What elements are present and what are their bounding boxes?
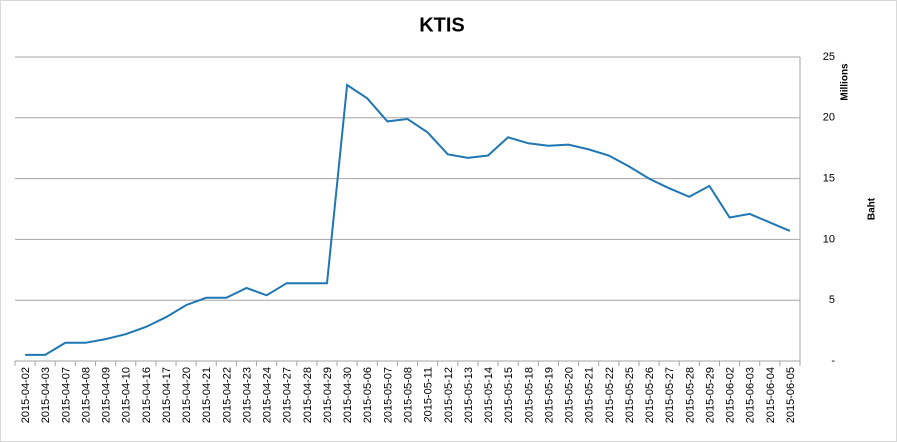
x-tick-label: 2015-05-08 (403, 367, 415, 423)
x-tick-label: 2015-05-19 (543, 367, 555, 423)
x-tick-label: 2015-04-22 (221, 367, 233, 423)
x-tick-label: 2015-04-21 (201, 367, 213, 423)
y-tick-label: - (831, 355, 835, 367)
x-tick-label: 2015-05-12 (443, 367, 455, 423)
y-tick-label: 15 (823, 173, 835, 185)
x-tick-label: 2015-04-24 (262, 367, 274, 423)
y-axis-unit: Millions (840, 63, 851, 101)
x-tick-label: 2015-04-29 (322, 367, 334, 423)
x-tick-label: 2015-05-29 (704, 367, 716, 423)
x-tick-label: 2015-04-27 (282, 367, 294, 423)
x-tick-label: 2015-04-07 (60, 367, 72, 423)
x-tick-label: 2015-05-06 (362, 367, 374, 423)
x-tick-label: 2015-05-14 (483, 367, 495, 423)
y-tick-label: 10 (823, 233, 835, 245)
y-axis-label: Baht (867, 197, 878, 220)
x-tick-label: 2015-04-17 (161, 367, 173, 423)
x-tick-label: 2015-05-27 (664, 367, 676, 423)
x-tick-label: 2015-04-28 (302, 367, 314, 423)
x-tick-label: 2015-05-11 (423, 367, 435, 422)
x-tick-label: 2015-04-03 (40, 367, 52, 423)
x-tick-label: 2015-04-10 (121, 367, 133, 423)
x-tick-label: 2015-06-05 (785, 367, 797, 423)
x-tick-label: 2015-05-28 (684, 367, 696, 423)
x-tick-label: 2015-04-30 (342, 367, 354, 423)
x-tick-label: 2015-05-15 (503, 367, 515, 423)
x-tick-label: 2015-04-09 (101, 367, 113, 423)
y-tick-label: 25 (823, 51, 835, 63)
x-tick-label: 2015-06-02 (725, 367, 737, 423)
y-tick-label: 20 (823, 112, 835, 124)
x-tick-label: 2015-04-16 (141, 367, 153, 423)
data-line (25, 83, 791, 356)
x-tick-label: 2015-04-08 (80, 367, 92, 423)
x-tick-label: 2015-05-21 (584, 367, 596, 423)
x-tick-label: 2015-05-22 (604, 367, 616, 423)
x-tick-label: 2015-04-23 (241, 367, 253, 423)
x-tick-label: 2015-06-04 (765, 367, 777, 423)
x-tick-label: 2015-05-26 (644, 367, 656, 423)
x-tick-label: 2015-05-07 (382, 367, 394, 423)
x-tick-label: 2015-04-20 (181, 367, 193, 423)
x-tick-label: 2015-05-25 (624, 367, 636, 423)
x-tick-label: 2015-04-02 (20, 367, 32, 423)
x-tick-label: 2015-06-03 (745, 367, 757, 423)
y-tick-label: 5 (829, 294, 835, 306)
chart-title: KTIS (419, 14, 465, 36)
x-tick-label: 2015-05-20 (564, 367, 576, 423)
x-tick-label: 2015-05-13 (463, 367, 475, 423)
x-tick-label: 2015-05-18 (523, 367, 535, 423)
